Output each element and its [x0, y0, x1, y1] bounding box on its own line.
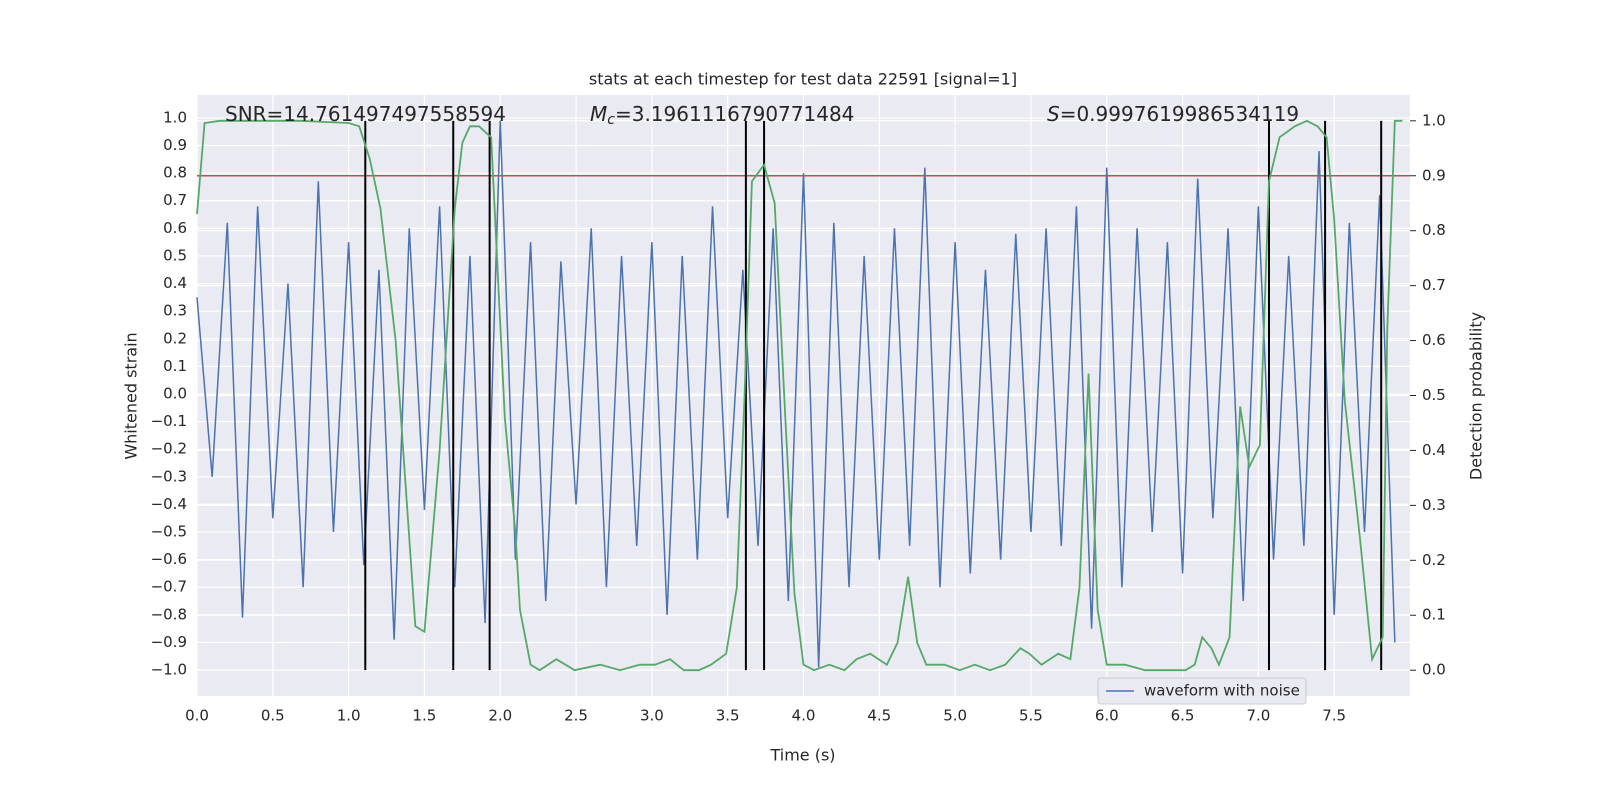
- chart-title: stats at each timestep for test data 225…: [589, 70, 1017, 89]
- x-tick-label: 0.0: [185, 707, 209, 725]
- y2-axis-label: Detection probability: [1467, 312, 1486, 480]
- y-tick-label: 0.7: [163, 191, 187, 209]
- y-tick-label: −1.0: [151, 661, 187, 679]
- y-tick-label: 0.8: [163, 164, 187, 182]
- y2-tick-label: 0.3: [1422, 496, 1446, 514]
- x-tick-label: 7.5: [1322, 707, 1346, 725]
- y2-tick-label: 0.6: [1422, 331, 1446, 349]
- annotation-subscript: c: [607, 112, 615, 128]
- annotation: SNR=14.761497497558594: [225, 102, 506, 126]
- x-tick-label: 6.5: [1171, 707, 1195, 725]
- y2-tick-label: 1.0: [1422, 111, 1446, 129]
- y2-tick-label: 0.1: [1422, 606, 1446, 624]
- x-tick-label: 1.5: [413, 707, 437, 725]
- y-tick-label: 0.1: [163, 357, 187, 375]
- y-tick-label: 0.9: [163, 136, 187, 154]
- x-tick-label: 3.5: [716, 707, 740, 725]
- y-tick-label: −0.6: [151, 550, 187, 568]
- x-tick-label: 5.5: [1019, 707, 1043, 725]
- x-tick-label: 2.0: [488, 707, 512, 725]
- y-tick-label: 0.5: [163, 246, 187, 264]
- y-tick-label: 0.4: [163, 274, 187, 292]
- annotation-text: =3.1961116790771484: [615, 102, 854, 126]
- annotation-symbol: S: [1047, 102, 1060, 126]
- annotation: Mc=3.1961116790771484: [590, 102, 854, 129]
- x-tick-label: 3.0: [640, 707, 664, 725]
- y-tick-label: −0.1: [151, 412, 187, 430]
- y2-tick-label: 0.9: [1422, 166, 1446, 184]
- y-tick-label: 0.2: [163, 329, 187, 347]
- y-tick-label: 0.6: [163, 219, 187, 237]
- y-tick-label: 1.0: [163, 108, 187, 126]
- y2-tick-label: 0.7: [1422, 276, 1446, 294]
- y-axis-label: Whitened strain: [122, 332, 141, 459]
- y2-tick-label: 0.0: [1422, 661, 1446, 679]
- annotation-text: SNR=14.761497497558594: [225, 102, 506, 126]
- legend-box: [1097, 677, 1307, 705]
- legend: waveform with noise: [1097, 677, 1307, 705]
- y-tick-label: −0.9: [151, 633, 187, 651]
- y-tick-label: −0.2: [151, 440, 187, 458]
- annotation-text: =0.9997619986534119: [1060, 102, 1299, 126]
- annotation-symbol: M: [590, 102, 607, 126]
- y-tick-label: −0.4: [151, 495, 187, 513]
- x-axis-label: Time (s): [769, 746, 835, 765]
- x-tick-label: 6.0: [1095, 707, 1119, 725]
- x-tick-label: 4.0: [792, 707, 816, 725]
- legend-label: waveform with noise: [1144, 682, 1300, 700]
- y-tick-label: −0.3: [151, 467, 187, 485]
- series-line: [196, 120, 1396, 668]
- y-tick-label: −0.7: [151, 578, 187, 596]
- probability-line: [196, 119, 1403, 672]
- x-tick-label: 1.0: [337, 707, 361, 725]
- annotation: S=0.9997619986534119: [1047, 102, 1299, 126]
- y-tick-label: 0.0: [163, 384, 187, 402]
- y2-tick-label: 0.5: [1422, 386, 1446, 404]
- x-tick-label: 0.5: [261, 707, 285, 725]
- y2-tick-label: 0.2: [1422, 551, 1446, 569]
- y-tick-label: −0.5: [151, 523, 187, 541]
- y-tick-label: 0.3: [163, 302, 187, 320]
- x-tick-label: 2.5: [564, 707, 588, 725]
- y-tick-label: −0.8: [151, 605, 187, 623]
- y2-tick-label: 0.4: [1422, 441, 1446, 459]
- x-tick-label: 4.5: [867, 707, 891, 725]
- x-tick-label: 7.0: [1246, 707, 1270, 725]
- y2-tick-label: 0.8: [1422, 221, 1446, 239]
- x-tick-label: 5.0: [943, 707, 967, 725]
